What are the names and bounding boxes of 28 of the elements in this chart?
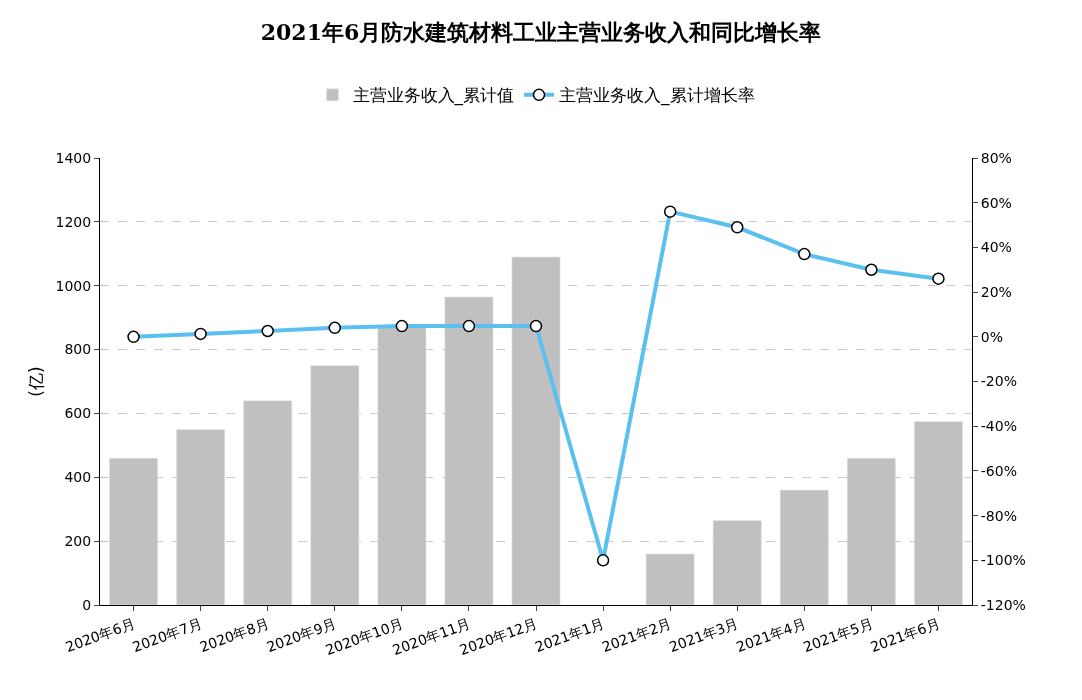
chart-title: 2021年6月防水建筑材料工业主营业务收入和同比增长率 — [260, 18, 822, 45]
y2-tick-label: 40% — [980, 239, 1012, 256]
bar — [243, 400, 293, 605]
y-tick-label: 600 — [64, 405, 92, 422]
bar — [779, 489, 829, 605]
bar — [511, 256, 561, 605]
y-tick-label: 0 — [82, 596, 92, 613]
y-axis-title: (亿) — [26, 366, 47, 397]
y2-tick-label: 80% — [980, 149, 1012, 166]
bar — [645, 553, 695, 605]
y2-tick-label: 20% — [980, 284, 1012, 300]
y-tick-label: 1200 — [55, 213, 92, 230]
y2-tick-label: -80% — [980, 507, 1017, 524]
y2-tick-label: -20% — [980, 373, 1017, 390]
y-tick-label: 200 — [64, 533, 92, 550]
y-tick-label: 800 — [64, 341, 92, 358]
bar — [712, 520, 762, 605]
y2-tick-label: -120% — [980, 596, 1026, 613]
y-tick-label: 1000 — [55, 277, 92, 294]
legend-label: 主营业务收入_累计增长率 — [559, 85, 755, 107]
y2-tick-label: 60% — [980, 194, 1012, 211]
y2-tick-label: -100% — [980, 552, 1026, 569]
legend-label: 主营业务收入_累计值 — [352, 85, 514, 107]
y2-tick-label: -60% — [980, 462, 1017, 479]
y-tick-label: 400 — [64, 469, 92, 486]
y-tick-label: 1400 — [55, 149, 92, 166]
y2-tick-label: -40% — [980, 418, 1017, 435]
y2-tick-label: 0% — [980, 328, 1004, 345]
